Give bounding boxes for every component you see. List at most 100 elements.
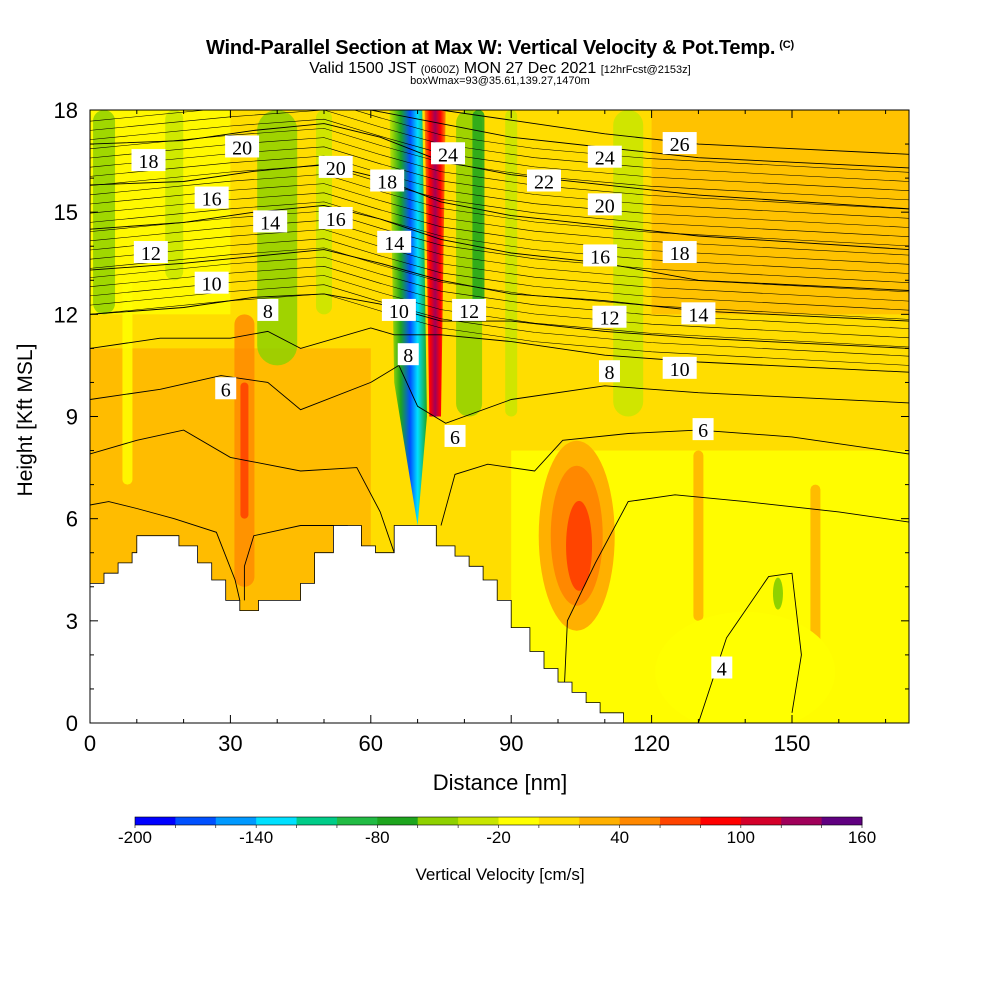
y-tick-label: 9 xyxy=(66,405,78,430)
isentrope-20 xyxy=(90,110,909,169)
isentrope-label: 18 xyxy=(131,149,166,173)
isentrope-label: 24 xyxy=(587,145,622,170)
isentrope-label-text: 16 xyxy=(202,189,222,211)
x-tick-label: 90 xyxy=(499,731,523,756)
velocity-streak xyxy=(257,110,298,366)
isentrope-label-text: 18 xyxy=(139,151,159,173)
isentrope-6 xyxy=(90,501,241,601)
isentrope-label: 16 xyxy=(318,206,353,231)
colorbar-swatch xyxy=(175,817,217,825)
isentrope-label-text: 20 xyxy=(326,158,346,180)
chart-boxinfo: boxWmax=93@35.61,139.27,1470m xyxy=(410,75,590,87)
colorbar-swatch xyxy=(538,817,580,825)
y-tick-label: 0 xyxy=(66,711,78,736)
colorbar-swatch xyxy=(296,817,338,825)
velocity-streak xyxy=(693,450,704,621)
colorbar-label: Vertical Velocity [cm/s] xyxy=(415,865,584,884)
isentrope-label-text: 14 xyxy=(384,233,404,255)
isentrope-fine xyxy=(90,229,909,302)
isentrope-fine xyxy=(90,164,909,237)
isentrope-label-text: 10 xyxy=(202,274,222,296)
isentrope-label: 14 xyxy=(253,210,288,234)
isentrope-label: 8 xyxy=(257,298,279,323)
y-tick-label: 3 xyxy=(66,609,78,634)
isentrope-fine xyxy=(90,174,909,247)
y-tick-label: 18 xyxy=(54,98,78,123)
isentrope-label: 6 xyxy=(444,424,466,449)
colorbar-swatch xyxy=(135,817,176,825)
colorbar-swatch xyxy=(498,817,540,825)
x-tick-label: 30 xyxy=(218,731,242,756)
x-tick-label: 0 xyxy=(84,731,96,756)
isentrope-label: 16 xyxy=(583,244,618,268)
colorbar-swatch xyxy=(458,817,499,825)
isentrope-fine xyxy=(90,201,909,274)
isentrope-6 xyxy=(562,494,909,723)
isentrope-label: 20 xyxy=(587,193,622,217)
isentrope-fine xyxy=(90,110,909,173)
colorbar-swatch xyxy=(700,817,742,825)
colorbar-tick-label: -140 xyxy=(239,828,273,847)
isentrope-label-text: 26 xyxy=(670,134,690,156)
isentrope-label: 10 xyxy=(194,271,229,296)
velocity-streak xyxy=(122,280,133,485)
isentrope-fine xyxy=(90,256,909,329)
colorbar-swatch xyxy=(215,817,257,825)
valley-yellow xyxy=(655,611,836,723)
isentrope-label-text: 18 xyxy=(670,243,690,265)
isentrope-label: 12 xyxy=(592,305,627,330)
isentrope-label: 14 xyxy=(681,302,716,326)
colorbar-swatch xyxy=(579,817,621,825)
isentrope-label-text: 6 xyxy=(450,427,460,449)
isentrope-label-text: 18 xyxy=(377,172,397,194)
colorbar-swatch xyxy=(821,817,863,825)
isentrope-18 xyxy=(90,123,909,210)
colorbar-swatch xyxy=(660,817,701,825)
isentrope-label: 16 xyxy=(194,186,229,211)
isentrope-label-text: 16 xyxy=(326,209,346,231)
isentrope-fine xyxy=(90,128,909,201)
isentrope-fine xyxy=(90,266,909,339)
isentrope-label: 12 xyxy=(133,241,168,265)
isentrope-label-text: 12 xyxy=(459,301,479,323)
isentrope-label: 6 xyxy=(692,418,714,442)
isentrope-8 xyxy=(90,327,909,373)
isentrope-fine xyxy=(90,118,909,191)
isentrope-label: 6 xyxy=(215,377,237,401)
isentrope-label-text: 12 xyxy=(141,243,161,265)
updraft-blob-core xyxy=(566,500,593,591)
isentrope-label: 26 xyxy=(662,132,697,156)
colorbar-tick-label: -200 xyxy=(118,828,152,847)
isentrope-label: 8 xyxy=(397,343,419,367)
chart-subtitle: Valid 1500 JST (0600Z) MON 27 Dec 2021 [… xyxy=(309,60,691,77)
terrain xyxy=(90,525,909,723)
colorbar-tick-label: 160 xyxy=(848,828,876,847)
velocity-streak xyxy=(472,110,485,315)
velocity-streak xyxy=(165,110,184,281)
colorbar-tick-label: 100 xyxy=(727,828,755,847)
isentrope-fine xyxy=(90,238,909,311)
isentrope-22 xyxy=(440,110,909,155)
y-tick-label: 12 xyxy=(54,302,78,327)
isentrope-label: 12 xyxy=(452,298,487,323)
isentrope-label-text: 20 xyxy=(232,137,252,159)
isentrope-label-text: 10 xyxy=(670,359,690,381)
isentrope-label: 10 xyxy=(381,298,416,323)
isentrope-label-text: 24 xyxy=(438,144,458,166)
y-tick-label: 15 xyxy=(54,200,78,225)
isentrope-6 xyxy=(440,429,909,526)
colorbar-swatch xyxy=(256,817,298,825)
isentrope-label-text: 10 xyxy=(389,301,409,323)
y-axis-label: Height [Kft MSL] xyxy=(14,344,37,497)
isentrope-label-text: 12 xyxy=(599,308,619,330)
chart-title: Wind-Parallel Section at Max W: Vertical… xyxy=(206,37,794,59)
isentrope-label: 14 xyxy=(377,230,412,255)
isentrope-14 xyxy=(90,204,909,291)
colorbar-swatch xyxy=(417,817,459,825)
isentrope-label-text: 8 xyxy=(604,362,614,384)
isentrope-label: 18 xyxy=(662,241,697,265)
x-tick-label: 150 xyxy=(774,731,811,756)
isentrope-fine xyxy=(90,155,909,228)
isentrope-labels: 18 20 20 18 24 22 24 26 16 16 14 14 20 12 16 18 10 8 10 12 1… xyxy=(131,132,733,681)
